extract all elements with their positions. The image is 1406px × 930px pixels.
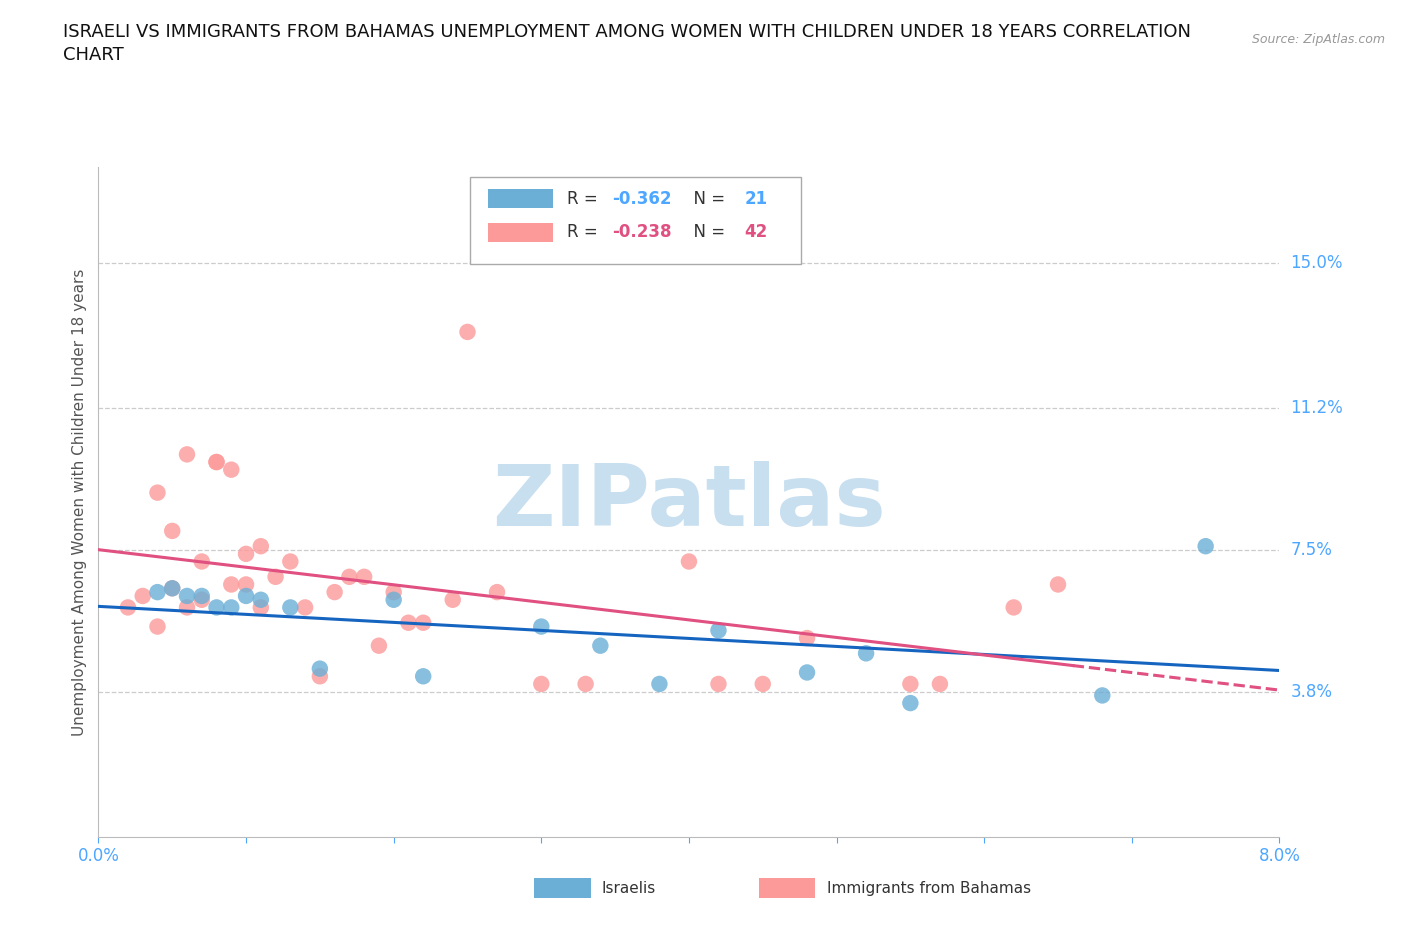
Point [412, 669, 434, 684]
Text: N =: N = [683, 223, 730, 242]
Text: CHART: CHART [63, 46, 124, 64]
Point [146, 585, 169, 600]
Point [191, 554, 214, 569]
Text: Israelis: Israelis [602, 881, 657, 896]
Point [367, 638, 389, 653]
Text: 11.2%: 11.2% [1291, 400, 1343, 418]
Point [162, 581, 183, 596]
Text: ISRAELI VS IMMIGRANTS FROM BAHAMAS UNEMPLOYMENT AMONG WOMEN WITH CHILDREN UNDER : ISRAELI VS IMMIGRANTS FROM BAHAMAS UNEMP… [63, 23, 1191, 41]
Point [1194, 538, 1216, 553]
Text: R =: R = [567, 223, 603, 242]
Point [678, 554, 700, 569]
Point [219, 462, 242, 477]
Point [308, 669, 332, 684]
Text: 42: 42 [744, 223, 768, 242]
FancyBboxPatch shape [471, 178, 801, 264]
Point [191, 592, 214, 607]
Point [162, 524, 183, 538]
Y-axis label: Unemployment Among Women with Children Under 18 years: Unemployment Among Women with Children U… [72, 269, 87, 736]
Point [396, 616, 419, 631]
Point [308, 661, 332, 676]
Text: 7.5%: 7.5% [1291, 541, 1333, 559]
Point [855, 646, 877, 661]
Point [219, 577, 242, 591]
Text: N =: N = [683, 190, 730, 208]
Point [353, 569, 375, 584]
Point [278, 554, 301, 569]
Point [278, 600, 301, 615]
Point [205, 600, 228, 615]
Point [456, 325, 478, 339]
Point [235, 577, 257, 591]
Point [1002, 600, 1025, 615]
Bar [488, 223, 553, 242]
Point [235, 589, 257, 604]
Text: ZIPatlas: ZIPatlas [492, 460, 886, 544]
Point [205, 455, 228, 470]
Point [162, 581, 183, 596]
Point [530, 619, 553, 634]
Text: -0.238: -0.238 [612, 223, 672, 242]
Point [219, 600, 242, 615]
Text: 3.8%: 3.8% [1291, 683, 1333, 700]
Point [898, 676, 921, 691]
Point [589, 638, 612, 653]
Text: Immigrants from Bahamas: Immigrants from Bahamas [827, 881, 1031, 896]
Text: Source: ZipAtlas.com: Source: ZipAtlas.com [1251, 33, 1385, 46]
Point [146, 619, 169, 634]
Text: R =: R = [567, 190, 603, 208]
Point [751, 676, 773, 691]
Point [412, 616, 434, 631]
Text: 21: 21 [744, 190, 768, 208]
Point [1091, 688, 1114, 703]
Point [205, 455, 228, 470]
Bar [488, 190, 553, 208]
Point [382, 592, 405, 607]
Point [176, 600, 198, 615]
Point [441, 592, 464, 607]
Text: -0.362: -0.362 [612, 190, 672, 208]
Point [796, 631, 818, 645]
Text: 15.0%: 15.0% [1291, 254, 1343, 272]
Point [176, 447, 198, 462]
Point [574, 676, 596, 691]
Point [250, 600, 273, 615]
Point [176, 589, 198, 604]
Point [530, 676, 553, 691]
Point [235, 547, 257, 562]
Point [485, 585, 508, 600]
Point [648, 676, 671, 691]
Point [382, 585, 405, 600]
Point [191, 589, 214, 604]
Point [928, 676, 950, 691]
Point [250, 592, 273, 607]
Point [264, 569, 287, 584]
Point [1046, 577, 1069, 591]
Point [707, 623, 730, 638]
Point [117, 600, 139, 615]
Point [337, 569, 360, 584]
Point [132, 589, 155, 604]
Point [898, 696, 921, 711]
Point [146, 485, 169, 500]
Point [707, 676, 730, 691]
Point [323, 585, 346, 600]
Point [250, 538, 273, 553]
Point [294, 600, 316, 615]
Point [796, 665, 818, 680]
